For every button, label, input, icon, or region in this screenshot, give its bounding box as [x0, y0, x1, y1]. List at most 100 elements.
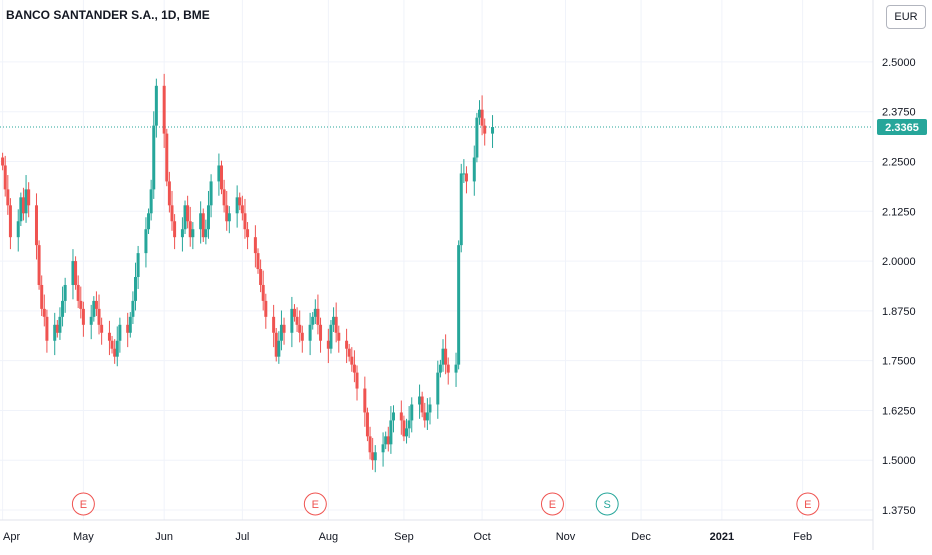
- candle-body: [76, 284, 80, 301]
- candle-body: [100, 324, 104, 333]
- candle-body: [290, 308, 294, 333]
- candle-body: [373, 452, 377, 461]
- candle-body: [316, 308, 320, 325]
- candle-body: [238, 197, 242, 206]
- candle-body: [261, 284, 265, 301]
- event-marker-circle: [796, 492, 820, 516]
- candle-body: [256, 253, 260, 270]
- event-marker-label: S: [604, 499, 611, 511]
- candle-body: [222, 189, 226, 206]
- candle-body: [313, 308, 317, 317]
- candle-body: [407, 420, 411, 429]
- candle-body: [58, 316, 62, 333]
- candle-body: [24, 189, 28, 214]
- currency-button[interactable]: EUR: [886, 5, 926, 29]
- candle-body: [191, 229, 195, 238]
- x-tick-label: Nov: [556, 531, 576, 543]
- candle-body: [199, 213, 203, 230]
- y-tick-label: 2.1250: [882, 206, 916, 218]
- candle-body: [94, 300, 98, 309]
- candle-body: [300, 332, 304, 341]
- candle-body: [298, 324, 302, 333]
- candle-body: [3, 165, 7, 190]
- candle-body: [19, 197, 23, 222]
- grid-lines: [0, 0, 873, 520]
- candle-body: [480, 109, 484, 126]
- candle-body: [389, 420, 393, 445]
- candle-body: [272, 316, 276, 333]
- candle-body: [128, 316, 132, 333]
- candle-body: [173, 221, 177, 238]
- x-tick-label: Jun: [155, 531, 173, 543]
- candle-body: [61, 300, 65, 317]
- candle-body: [446, 364, 450, 373]
- candle-body: [477, 109, 481, 118]
- candle-body: [131, 300, 135, 317]
- y-tick-label: 2.5000: [882, 57, 916, 69]
- candle-body: [204, 229, 208, 238]
- event-marker-label: E: [312, 499, 319, 511]
- candle-body: [292, 308, 296, 317]
- candle-body: [410, 404, 414, 421]
- candle-body: [243, 213, 247, 230]
- candle-body: [37, 245, 41, 285]
- candle-body: [259, 269, 263, 285]
- candle-body: [418, 396, 422, 405]
- candle-body: [79, 300, 83, 309]
- candle-body: [420, 396, 424, 413]
- candle-body: [386, 436, 390, 445]
- candle-body: [27, 189, 31, 206]
- candle-body: [483, 125, 487, 134]
- candle-body: [253, 237, 257, 254]
- event-marker-label: E: [804, 499, 811, 511]
- candle-body: [345, 340, 349, 349]
- candle-body: [40, 284, 44, 309]
- candle-body: [152, 125, 156, 190]
- price-axis[interactable]: 2.5000 2.3750 2.2500 2.1250 2.0000 1.8750 1.75…: [882, 57, 916, 517]
- candle-body: [279, 324, 283, 341]
- candle-body: [352, 364, 356, 373]
- candle-body: [42, 308, 46, 317]
- current-price-value: 2.3365: [885, 122, 919, 134]
- time-axis[interactable]: Apr May Jun Jul Aug Sep Oct Nov Dec 2021 Feb: [3, 531, 812, 543]
- candle-body: [436, 372, 440, 405]
- candle-body: [441, 348, 445, 365]
- candle-body: [6, 189, 10, 206]
- candle-body: [21, 197, 25, 214]
- candle-body: [71, 261, 75, 285]
- candle-body: [107, 332, 111, 341]
- candle-body: [347, 348, 351, 357]
- candle-body: [92, 300, 96, 317]
- candle-body: [149, 189, 153, 214]
- candle-body: [74, 261, 78, 285]
- candle-body: [34, 205, 38, 246]
- x-tick-label: May: [73, 531, 94, 543]
- candle-body: [97, 308, 101, 325]
- candle-body: [53, 324, 57, 341]
- y-tick-label: 2.3750: [882, 107, 916, 119]
- candle-body: [1, 157, 5, 166]
- candle-body: [329, 324, 333, 349]
- candle-body: [165, 133, 169, 182]
- candle-body: [454, 364, 458, 373]
- candle-body: [246, 229, 250, 238]
- x-tick-label: Aug: [319, 531, 339, 543]
- candle-body: [217, 165, 221, 182]
- candle-body: [371, 452, 375, 461]
- candle-body: [428, 404, 432, 413]
- candles-group: [1, 73, 495, 473]
- candle-body: [350, 356, 354, 365]
- event-marker-label: E: [549, 499, 556, 511]
- candle-body: [326, 340, 330, 349]
- candle-body: [235, 197, 239, 214]
- candle-body: [55, 324, 59, 333]
- event-marker-circle: [303, 492, 327, 516]
- x-tick-label: 2021: [710, 531, 734, 543]
- y-tick-label: 1.5000: [882, 455, 916, 467]
- candle-body: [491, 127, 495, 134]
- x-tick-label: Jul: [235, 531, 249, 543]
- candle-body: [319, 324, 323, 341]
- candle-body: [274, 332, 278, 357]
